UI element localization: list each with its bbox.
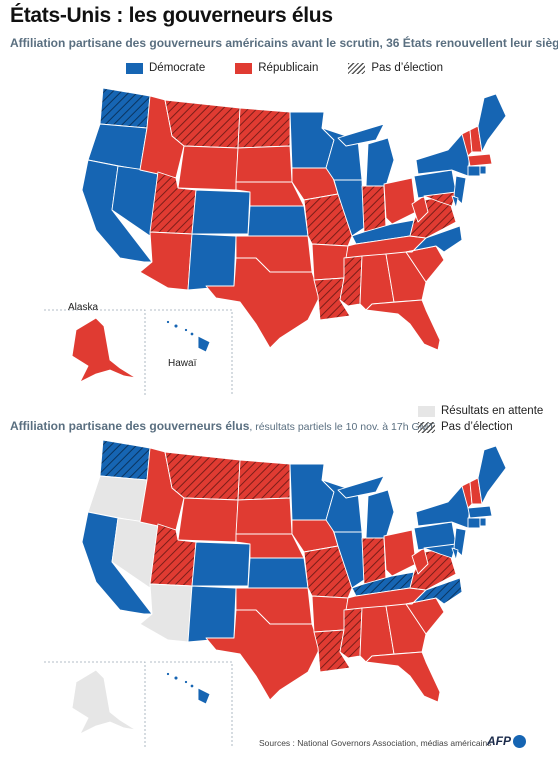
legend-republican: Républicain xyxy=(235,62,318,74)
legend-no-election: Pas d’élection xyxy=(348,62,443,74)
state-north-dakota xyxy=(237,459,291,501)
state-minnesota xyxy=(289,463,335,521)
state-georgia xyxy=(385,603,427,655)
state-north-carolina xyxy=(405,225,463,253)
state-connecticut xyxy=(467,517,481,529)
state-south-dakota xyxy=(235,145,293,183)
state-new-york xyxy=(415,485,471,529)
legend-republican-label: Républicain xyxy=(258,62,319,74)
legend-democrat: Démocrate xyxy=(126,62,205,74)
state-kansas xyxy=(247,205,309,237)
afp-logo-text: AFP xyxy=(487,734,511,748)
state-hawaii xyxy=(165,671,211,705)
alaska-inset-frame-2 xyxy=(44,661,146,748)
no-election-swatch-2 xyxy=(418,421,435,433)
alaska-inset-frame xyxy=(44,309,146,396)
state-georgia xyxy=(385,251,427,303)
source-note: Sources : National Governors Association… xyxy=(259,738,492,748)
state-west-virginia xyxy=(411,195,429,223)
afp-logo: AFP xyxy=(487,734,526,748)
state-wyoming xyxy=(177,497,239,543)
state-michigan xyxy=(365,489,395,539)
afp-logo-dot-icon xyxy=(513,734,526,748)
state-illinois xyxy=(333,531,365,589)
state-maryland xyxy=(423,543,457,559)
state-hawaii xyxy=(165,319,211,353)
map1-us-governors-before xyxy=(44,87,507,396)
state-colorado xyxy=(191,541,251,587)
state-michigan xyxy=(365,137,395,187)
state-indiana xyxy=(361,185,387,233)
map2-us-governors-elected xyxy=(44,439,507,748)
state-new-york xyxy=(415,133,471,177)
state-massachusetts xyxy=(467,153,493,167)
hawaii-inset-frame-2 xyxy=(150,661,233,748)
state-florida xyxy=(365,299,441,351)
state-washington xyxy=(99,87,151,129)
state-minnesota xyxy=(289,111,335,169)
legend-no-election-2: Pas d’élection xyxy=(418,421,543,433)
state-massachusetts xyxy=(467,505,493,519)
legend-no-election-label-2: Pas d’élection xyxy=(441,421,513,433)
state-delaware xyxy=(451,547,459,561)
state-indiana xyxy=(361,537,387,585)
state-maine xyxy=(477,93,507,153)
republican-swatch xyxy=(235,62,253,74)
map1-legend: Démocrate Républicain Pas d’élection xyxy=(126,62,443,74)
hawaii-inset-frame xyxy=(150,309,233,396)
state-maryland xyxy=(423,191,457,207)
page-title: États-Unis : les gouverneurs élus xyxy=(10,4,333,27)
state-maine xyxy=(477,445,507,505)
state-texas xyxy=(205,609,321,701)
alaska-label: Alaska xyxy=(68,302,99,313)
state-north-dakota xyxy=(237,107,291,149)
state-new-mexico xyxy=(187,233,237,291)
state-michigan-up xyxy=(337,123,385,147)
map2-legend: Résultats en attente Pas d’élection xyxy=(418,405,543,437)
state-ohio xyxy=(383,529,417,577)
hawaii-label: Hawaï xyxy=(168,358,197,369)
no-election-swatch xyxy=(348,62,366,74)
state-connecticut xyxy=(467,165,481,177)
state-illinois xyxy=(333,179,365,237)
legend-no-election-label: Pas d’élection xyxy=(371,62,443,74)
map2-subtitle-rest: , résultats partiels le 10 nov. à 17h GM… xyxy=(249,421,435,433)
state-rhode-island xyxy=(479,517,487,527)
state-arkansas xyxy=(311,595,349,633)
map1-subtitle: Affiliation partisane des gouverneurs am… xyxy=(10,36,558,50)
state-rhode-island xyxy=(479,165,487,175)
map2-subtitle-bold: Affiliation partisane des gouverneurs él… xyxy=(10,419,250,433)
map2-subtitle: Affiliation partisane des gouverneurs él… xyxy=(10,419,435,433)
state-michigan-up xyxy=(337,475,385,499)
legend-democrat-label: Démocrate xyxy=(149,62,206,74)
state-alaska xyxy=(71,669,137,735)
state-kansas xyxy=(247,557,309,589)
state-west-virginia xyxy=(411,547,429,575)
state-new-mexico xyxy=(187,585,237,643)
state-washington xyxy=(99,439,151,481)
state-wyoming xyxy=(177,145,239,191)
state-colorado xyxy=(191,189,251,235)
legend-pending: Résultats en attente xyxy=(418,405,543,417)
state-delaware xyxy=(451,195,459,209)
state-new-jersey xyxy=(453,527,467,557)
state-texas xyxy=(205,257,321,349)
legend-pending-label: Résultats en attente xyxy=(441,405,544,417)
democrat-swatch xyxy=(126,62,143,74)
state-new-jersey xyxy=(453,175,467,205)
state-north-carolina xyxy=(405,577,463,605)
pending-swatch xyxy=(418,405,435,417)
state-alaska xyxy=(71,317,137,383)
state-south-dakota xyxy=(235,497,293,535)
state-ohio xyxy=(383,177,417,225)
state-arkansas xyxy=(311,243,349,281)
state-florida xyxy=(365,651,441,703)
